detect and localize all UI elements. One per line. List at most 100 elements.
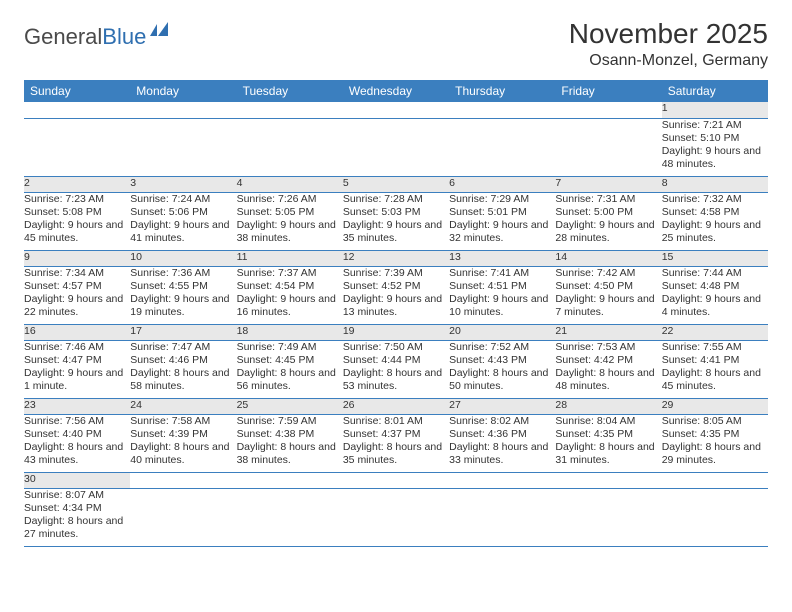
sunrise-line: Sunrise: 7:31 AM <box>555 193 661 206</box>
day-info-cell <box>237 488 343 546</box>
sunrise-line: Sunrise: 8:02 AM <box>449 415 555 428</box>
daylight-line: Daylight: 9 hours and 35 minutes. <box>343 219 449 245</box>
sunrise-line: Sunrise: 7:34 AM <box>24 267 130 280</box>
day-number-cell: 29 <box>662 398 768 414</box>
daylight-line: Daylight: 8 hours and 40 minutes. <box>130 441 236 467</box>
sunset-line: Sunset: 4:57 PM <box>24 280 130 293</box>
day-info-cell: Sunrise: 8:07 AMSunset: 4:34 PMDaylight:… <box>24 488 130 546</box>
day-number-cell: 7 <box>555 176 661 192</box>
sunrise-line: Sunrise: 8:01 AM <box>343 415 449 428</box>
sunrise-line: Sunrise: 7:50 AM <box>343 341 449 354</box>
sunrise-line: Sunrise: 8:05 AM <box>662 415 768 428</box>
day-number-cell: 1 <box>662 102 768 118</box>
sunset-line: Sunset: 4:40 PM <box>24 428 130 441</box>
sunrise-line: Sunrise: 7:29 AM <box>449 193 555 206</box>
day-number-cell: 14 <box>555 250 661 266</box>
day-number-cell: 27 <box>449 398 555 414</box>
day-info-cell: Sunrise: 7:29 AMSunset: 5:01 PMDaylight:… <box>449 192 555 250</box>
sunset-line: Sunset: 5:06 PM <box>130 206 236 219</box>
logo-text-general: General <box>24 24 102 50</box>
day-info-cell <box>24 118 130 176</box>
day-info-cell: Sunrise: 8:04 AMSunset: 4:35 PMDaylight:… <box>555 414 661 472</box>
sunrise-line: Sunrise: 7:36 AM <box>130 267 236 280</box>
day-number-cell: 19 <box>343 324 449 340</box>
weekday-header: Thursday <box>449 80 555 102</box>
day-number-cell: 8 <box>662 176 768 192</box>
sunset-line: Sunset: 4:47 PM <box>24 354 130 367</box>
daylight-line: Daylight: 8 hours and 50 minutes. <box>449 367 555 393</box>
daylight-line: Daylight: 9 hours and 25 minutes. <box>662 219 768 245</box>
sunrise-line: Sunrise: 7:41 AM <box>449 267 555 280</box>
sunrise-line: Sunrise: 7:23 AM <box>24 193 130 206</box>
day-number-cell: 22 <box>662 324 768 340</box>
day-number-row: 2345678 <box>24 176 768 192</box>
day-number-cell: 3 <box>130 176 236 192</box>
daylight-line: Daylight: 9 hours and 32 minutes. <box>449 219 555 245</box>
sunrise-line: Sunrise: 8:07 AM <box>24 489 130 502</box>
sunrise-line: Sunrise: 7:56 AM <box>24 415 130 428</box>
day-number-cell <box>343 102 449 118</box>
calendar-table: SundayMondayTuesdayWednesdayThursdayFrid… <box>24 80 768 547</box>
sunset-line: Sunset: 4:55 PM <box>130 280 236 293</box>
header: GeneralBlue November 2025 Osann-Monzel, … <box>24 18 768 70</box>
sunrise-line: Sunrise: 7:37 AM <box>237 267 343 280</box>
day-number-row: 9101112131415 <box>24 250 768 266</box>
daylight-line: Daylight: 9 hours and 41 minutes. <box>130 219 236 245</box>
sunset-line: Sunset: 4:41 PM <box>662 354 768 367</box>
day-info-cell: Sunrise: 7:21 AMSunset: 5:10 PMDaylight:… <box>662 118 768 176</box>
daylight-line: Daylight: 9 hours and 48 minutes. <box>662 145 768 171</box>
sunrise-line: Sunrise: 7:21 AM <box>662 119 768 132</box>
sunset-line: Sunset: 4:35 PM <box>555 428 661 441</box>
day-info-cell: Sunrise: 7:28 AMSunset: 5:03 PMDaylight:… <box>343 192 449 250</box>
weekday-header: Saturday <box>662 80 768 102</box>
day-number-cell <box>130 472 236 488</box>
sunrise-line: Sunrise: 7:28 AM <box>343 193 449 206</box>
day-number-cell: 23 <box>24 398 130 414</box>
logo: GeneralBlue <box>24 18 176 50</box>
day-info-row: Sunrise: 8:07 AMSunset: 4:34 PMDaylight:… <box>24 488 768 546</box>
day-info-row: Sunrise: 7:21 AMSunset: 5:10 PMDaylight:… <box>24 118 768 176</box>
sunset-line: Sunset: 4:46 PM <box>130 354 236 367</box>
day-info-cell: Sunrise: 7:55 AMSunset: 4:41 PMDaylight:… <box>662 340 768 398</box>
day-info-cell: Sunrise: 7:46 AMSunset: 4:47 PMDaylight:… <box>24 340 130 398</box>
day-number-cell: 11 <box>237 250 343 266</box>
day-number-cell <box>449 102 555 118</box>
sunset-line: Sunset: 4:35 PM <box>662 428 768 441</box>
sunset-line: Sunset: 4:43 PM <box>449 354 555 367</box>
daylight-line: Daylight: 8 hours and 58 minutes. <box>130 367 236 393</box>
day-number-cell: 16 <box>24 324 130 340</box>
day-info-cell <box>662 488 768 546</box>
sunset-line: Sunset: 4:54 PM <box>237 280 343 293</box>
day-number-cell: 30 <box>24 472 130 488</box>
day-info-cell <box>130 488 236 546</box>
sunrise-line: Sunrise: 7:44 AM <box>662 267 768 280</box>
sunset-line: Sunset: 5:10 PM <box>662 132 768 145</box>
day-number-cell: 18 <box>237 324 343 340</box>
sunset-line: Sunset: 5:08 PM <box>24 206 130 219</box>
day-info-cell: Sunrise: 7:59 AMSunset: 4:38 PMDaylight:… <box>237 414 343 472</box>
day-number-cell <box>343 472 449 488</box>
sunset-line: Sunset: 4:36 PM <box>449 428 555 441</box>
sunset-line: Sunset: 5:05 PM <box>237 206 343 219</box>
day-info-cell <box>449 488 555 546</box>
sunset-line: Sunset: 4:42 PM <box>555 354 661 367</box>
sunrise-line: Sunrise: 7:46 AM <box>24 341 130 354</box>
day-info-cell: Sunrise: 7:52 AMSunset: 4:43 PMDaylight:… <box>449 340 555 398</box>
weekday-header: Wednesday <box>343 80 449 102</box>
day-info-cell: Sunrise: 7:36 AMSunset: 4:55 PMDaylight:… <box>130 266 236 324</box>
daylight-line: Daylight: 8 hours and 27 minutes. <box>24 515 130 541</box>
weekday-header-row: SundayMondayTuesdayWednesdayThursdayFrid… <box>24 80 768 102</box>
day-info-cell: Sunrise: 7:47 AMSunset: 4:46 PMDaylight:… <box>130 340 236 398</box>
day-number-cell: 6 <box>449 176 555 192</box>
day-info-cell <box>343 118 449 176</box>
sunset-line: Sunset: 4:34 PM <box>24 502 130 515</box>
location: Osann-Monzel, Germany <box>569 52 768 70</box>
day-info-cell: Sunrise: 7:32 AMSunset: 4:58 PMDaylight:… <box>662 192 768 250</box>
day-info-cell: Sunrise: 7:24 AMSunset: 5:06 PMDaylight:… <box>130 192 236 250</box>
title-block: November 2025 Osann-Monzel, Germany <box>569 18 768 70</box>
weekday-header: Friday <box>555 80 661 102</box>
calendar-body: 1Sunrise: 7:21 AMSunset: 5:10 PMDaylight… <box>24 102 768 546</box>
day-info-cell: Sunrise: 7:31 AMSunset: 5:00 PMDaylight:… <box>555 192 661 250</box>
sunrise-line: Sunrise: 7:26 AM <box>237 193 343 206</box>
daylight-line: Daylight: 9 hours and 10 minutes. <box>449 293 555 319</box>
